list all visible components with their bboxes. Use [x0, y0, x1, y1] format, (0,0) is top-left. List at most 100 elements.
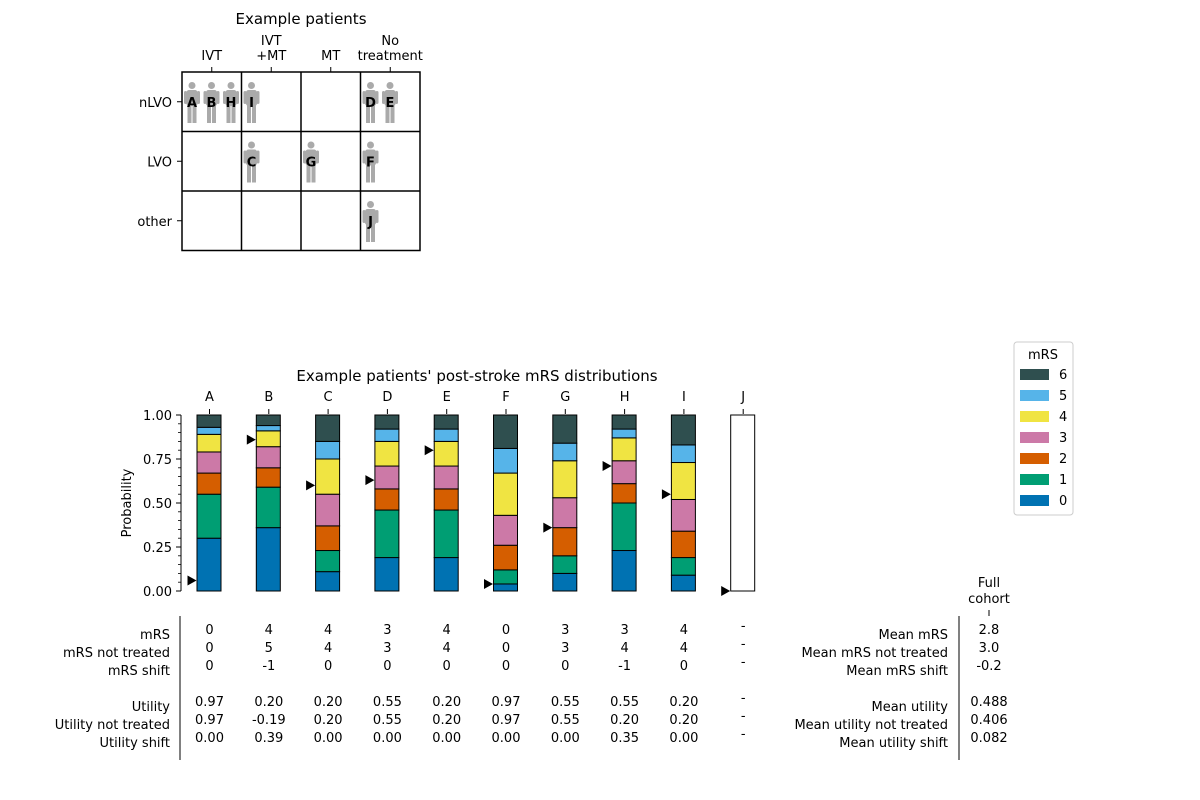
cohort-value: 0.082	[970, 731, 1007, 746]
bar-segment	[315, 493, 341, 527]
chart-title: Example patients' post-stroke mRS distri…	[296, 367, 657, 385]
cohort-labels: Mean mRS Mean mRS not treated Mean mRS shi…	[794, 628, 948, 751]
patient-head	[188, 82, 196, 89]
patient-leg	[252, 104, 256, 123]
bar-segment	[374, 465, 400, 490]
x-category-label: E	[443, 390, 451, 405]
patient-id-label: G	[306, 156, 317, 171]
grid-row-label: nLVO	[139, 96, 172, 111]
outcome-marker	[721, 586, 731, 596]
table-cell: 3	[561, 623, 569, 638]
patient-leg	[187, 104, 192, 123]
patient-leg	[390, 104, 395, 123]
table-cell: 0.00	[492, 731, 521, 746]
patient-torso	[246, 149, 257, 166]
bar-segment	[670, 530, 696, 559]
table-cell: 4	[324, 641, 332, 656]
patient-id-label: E	[386, 96, 395, 111]
table-row-label: Utility not treated	[55, 718, 170, 733]
table-cell: 0	[205, 623, 213, 638]
patient-arm	[362, 210, 366, 223]
table-row-label: mRS not treated	[63, 646, 170, 661]
bar-segment	[315, 414, 341, 442]
patient-leg	[192, 104, 197, 123]
bar-segment	[315, 440, 341, 460]
cohort-row-label: Mean utility shift	[839, 736, 948, 751]
patient-arm	[375, 150, 379, 164]
x-category-label: B	[264, 390, 273, 405]
patient-leg	[247, 163, 251, 183]
outcome-marker	[187, 575, 197, 586]
cohort-row-label: Mean utility not treated	[794, 718, 948, 733]
bar-segment-empty	[730, 414, 756, 592]
bar-segment	[374, 488, 400, 511]
grid-title: Example patients	[235, 10, 366, 28]
patient-arm	[223, 91, 226, 104]
patient-id-label: J	[367, 215, 373, 230]
legend-title: mRS	[1028, 348, 1058, 363]
patient-id-label: B	[207, 96, 217, 111]
patient-head	[307, 141, 315, 149]
bar-segment	[493, 583, 518, 592]
x-category-label: H	[620, 390, 630, 405]
patient-arm	[256, 150, 260, 164]
bar-segment	[611, 428, 637, 439]
legend-frame	[1013, 341, 1074, 516]
bar-segment	[493, 414, 518, 449]
bar-segment	[611, 502, 637, 552]
patient-arm	[236, 91, 239, 104]
outcome-marker	[484, 578, 493, 589]
bar-segment	[670, 414, 696, 446]
legend-label: 5	[1059, 389, 1067, 404]
y-tick-label: 0.75	[143, 453, 172, 468]
cohort-row-label: Mean mRS shift	[846, 664, 948, 679]
table-cell: 3	[620, 623, 628, 638]
table-cell: 0.20	[610, 713, 639, 728]
table-cell: 0.55	[373, 695, 402, 710]
patient-arm	[375, 91, 379, 104]
bar-segment	[611, 437, 637, 462]
table-cell: -	[741, 691, 746, 706]
table-cell: 0.20	[432, 713, 461, 728]
bar-segment	[196, 426, 222, 435]
x-category-label: A	[205, 390, 214, 405]
bar-segment	[315, 525, 341, 552]
bar-stack	[670, 414, 696, 592]
patient-arm	[382, 91, 385, 104]
bar-segment	[196, 472, 222, 495]
patient-figure: G	[303, 141, 319, 183]
patient-leg	[371, 163, 375, 183]
patient-figure: H	[223, 82, 239, 123]
legend-swatch	[1020, 474, 1049, 485]
cohort-value: 0.488	[970, 695, 1007, 710]
legend-label: 0	[1059, 494, 1067, 509]
x-category-label: F	[502, 390, 509, 405]
table-cell: 0.00	[432, 731, 461, 746]
table-cell: 0	[502, 641, 510, 656]
table-cell: 0.00	[314, 731, 343, 746]
table-cell: 0	[205, 659, 213, 674]
table-cell: 0.35	[610, 731, 639, 746]
patient-torso	[186, 90, 198, 106]
table-cell: 3	[383, 623, 391, 638]
bar-segment	[493, 447, 518, 474]
legend: mRS 6 5 4 3 2 1 0	[1013, 341, 1074, 516]
table-row-label: Utility	[132, 700, 171, 715]
table-cell: 4	[620, 641, 628, 656]
bar-segment	[433, 557, 459, 592]
patient-figure: F	[362, 141, 379, 183]
table-cells: 0 0 0 0.97 0.97 0.00 4 5 -1 0.20 -0.19 0.39 4 4 0 0.20 0…	[195, 619, 746, 746]
x-category-label: I	[682, 390, 686, 405]
table-cell: -	[741, 619, 746, 634]
y-tick-label: 0.25	[143, 541, 172, 556]
table-cell: 4	[265, 623, 273, 638]
x-category-label: J	[740, 390, 745, 405]
table-cell: -	[741, 637, 746, 652]
bar-segment	[552, 555, 578, 574]
patient-head	[248, 141, 255, 149]
patient-figure: E	[382, 82, 398, 123]
patient-id-label: A	[187, 96, 197, 111]
